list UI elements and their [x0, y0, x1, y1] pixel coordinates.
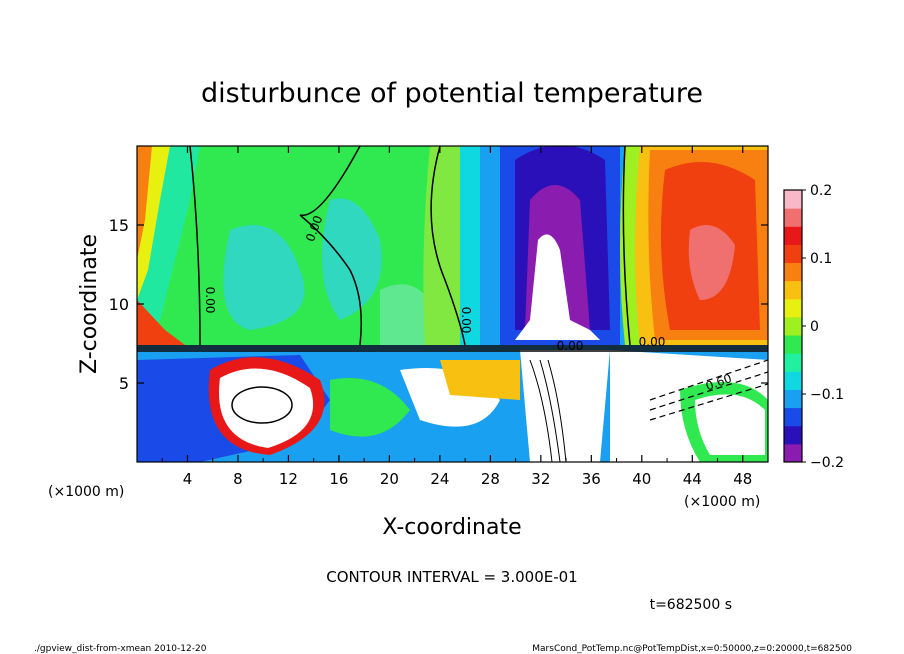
field-region	[520, 350, 610, 462]
colorbar-tick-label: 0.2	[810, 183, 832, 199]
y-tick-label: 10	[109, 295, 129, 314]
x-tick-label: 44	[683, 470, 702, 488]
plot-area	[137, 146, 768, 462]
colorbar-swatch	[784, 335, 802, 354]
field-region	[688, 225, 735, 300]
colorbar: 0.2 0.1 0 −0.1 −0.2	[783, 183, 844, 471]
colorbar-swatch	[784, 353, 802, 372]
contour-interval-text: CONTOUR INTERVAL = 3.000E-01	[326, 568, 577, 586]
x-tick-label: 4	[183, 470, 193, 488]
colorbar-tick-label: −0.2	[810, 455, 844, 471]
field-region	[219, 368, 314, 448]
contour-line	[622, 146, 631, 346]
y-unit-label: (×1000 m)	[48, 484, 124, 500]
contour-line	[649, 359, 768, 421]
contour-label: 0.00	[639, 335, 666, 349]
colorbar-swatch	[784, 262, 802, 282]
contour-line	[189, 146, 201, 346]
y-axis: 5 10 15	[109, 216, 768, 393]
colorbar-swatch	[784, 190, 802, 209]
field-region	[515, 234, 600, 340]
contour-line	[231, 386, 293, 424]
field-region	[137, 300, 185, 345]
colorbar-swatch	[784, 298, 802, 318]
colorbar-swatch	[784, 280, 802, 300]
contour-label: 0.00	[557, 339, 584, 353]
colorbar-swatch	[784, 208, 802, 227]
contour-line	[299, 146, 362, 346]
colorbar-swatch	[784, 316, 802, 336]
field-region	[137, 146, 152, 260]
x-axis-label: X-coordinate	[382, 515, 521, 540]
contour-line	[430, 146, 466, 346]
y-axis-label: Z-coordinate	[77, 234, 102, 374]
chart-title: disturbunce of potential temperature	[201, 78, 703, 109]
x-tick-label: 24	[430, 470, 449, 488]
x-tick-label: 32	[531, 470, 550, 488]
contour-label: 0.00	[459, 307, 473, 334]
colorbar-tick-label: 0.1	[810, 251, 832, 267]
x-tick-label: 36	[582, 470, 601, 488]
x-tick-label: 20	[380, 470, 399, 488]
field-region	[137, 345, 768, 352]
contour-labels: 0.000.000.000.00 0.000.60	[203, 214, 734, 394]
x-tick-label: 40	[632, 470, 651, 488]
colorbar-swatch	[784, 443, 802, 463]
contour-label: 0.00	[203, 287, 217, 314]
colorbar-swatch	[784, 244, 802, 264]
field-region	[695, 394, 765, 455]
field-region	[223, 225, 305, 330]
colorbar-swatch	[784, 226, 802, 245]
field-region	[322, 198, 382, 320]
footer-right: MarsCond_PotTemp.nc@PotTempDist,x=0:5000…	[532, 644, 852, 654]
y-tick-label: 15	[109, 216, 129, 235]
colorbar-swatch	[784, 407, 802, 427]
x-tick-label: 28	[481, 470, 500, 488]
x-tick-label: 12	[279, 470, 298, 488]
x-tick-label: 48	[733, 470, 752, 488]
field-region	[330, 378, 410, 437]
x-axis: 4 8 12 16 20 24 28 32 36 40 44 48	[161, 146, 752, 488]
y-tick-label: 5	[119, 374, 129, 393]
x-tick-label: 16	[329, 470, 348, 488]
colorbar-swatch	[784, 371, 802, 390]
colorbar-tick-label: 0	[810, 319, 819, 335]
x-unit-label: (×1000 m)	[684, 494, 760, 510]
x-tick-label: 8	[233, 470, 243, 488]
colorbar-swatch	[784, 389, 802, 409]
footer-left: ./gpview_dist-from-xmean 2010-12-20	[34, 644, 207, 654]
contour-line	[529, 359, 567, 462]
colorbar-swatch	[784, 425, 802, 445]
field-region	[423, 146, 470, 345]
colorbar-tick-label: −0.1	[810, 387, 844, 403]
field-region	[440, 360, 520, 400]
time-text: t=682500 s	[650, 597, 732, 613]
